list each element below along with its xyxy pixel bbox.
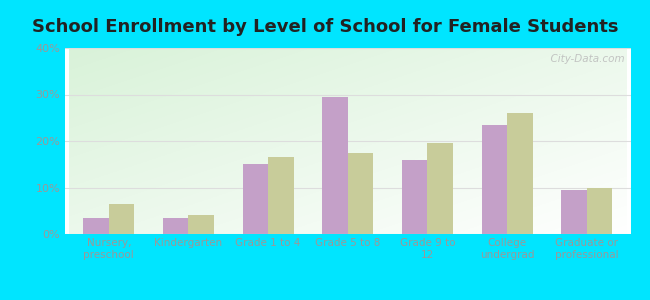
Text: City-Data.com: City-Data.com (544, 54, 625, 64)
Bar (322, 97, 348, 234)
Bar (242, 164, 268, 234)
Bar (83, 218, 109, 234)
Bar (482, 125, 507, 234)
Bar (188, 215, 214, 234)
Bar (163, 218, 188, 234)
Bar (268, 157, 294, 234)
Bar (348, 153, 373, 234)
Bar (109, 204, 135, 234)
Bar (587, 188, 612, 234)
Bar (561, 190, 587, 234)
Bar (507, 113, 532, 234)
Bar (402, 160, 428, 234)
Bar (428, 143, 453, 234)
Text: School Enrollment by Level of School for Female Students: School Enrollment by Level of School for… (32, 18, 618, 36)
